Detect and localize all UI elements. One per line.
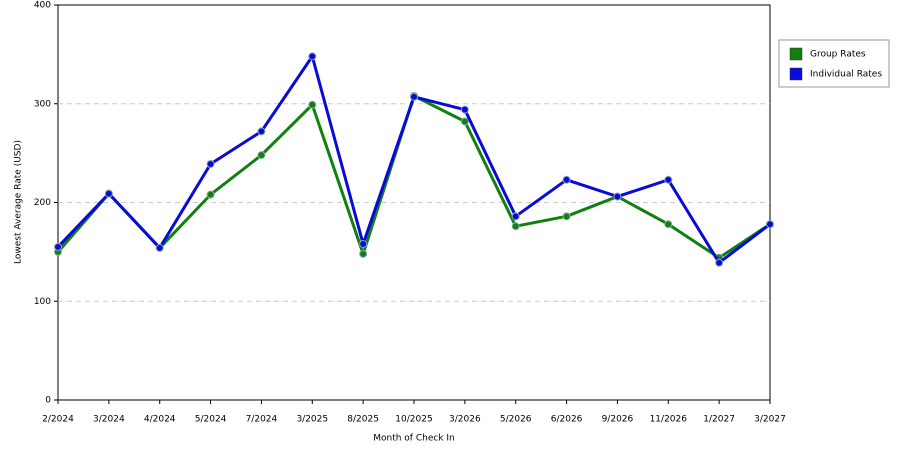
x-tick-label: 11/2026 (650, 415, 688, 425)
x-tick-label: 10/2025 (395, 415, 432, 425)
legend-label: Individual Rates (810, 70, 882, 80)
legend-swatch (789, 47, 803, 61)
point-marker (511, 222, 520, 231)
series-line (56, 54, 771, 265)
point-marker (104, 189, 113, 198)
x-tick-label: 3/2024 (93, 415, 125, 425)
point-marker (715, 258, 724, 267)
point-marker (613, 192, 622, 201)
y-tick-label: 400 (34, 1, 51, 11)
legend-label: Group Rates (810, 50, 866, 60)
x-tick-label: 5/2026 (500, 415, 532, 425)
x-tick-label: 2/2024 (42, 415, 74, 425)
point-marker (664, 175, 673, 184)
point-marker (562, 175, 571, 184)
point-marker (460, 117, 469, 126)
point-marker (308, 100, 317, 109)
x-tick-label: 4/2024 (144, 415, 176, 425)
x-axis-label: Month of Check In (373, 434, 455, 444)
y-axis-label: Lowest Average Rate (USD) (14, 140, 24, 264)
point-marker (206, 159, 215, 168)
point-marker (410, 92, 418, 101)
point-marker (359, 249, 368, 258)
point-marker (664, 220, 673, 229)
point-marker (766, 220, 774, 229)
y-tick-label: 300 (34, 99, 51, 109)
y-tick-label: 100 (34, 297, 51, 307)
x-tick-label: 3/2026 (449, 415, 481, 425)
legend-swatch (789, 67, 803, 81)
x-tick-label: 9/2026 (602, 415, 634, 425)
point-marker (511, 212, 520, 221)
y-tick-label: 0 (45, 396, 51, 406)
point-marker (206, 190, 215, 199)
point-marker (308, 52, 317, 61)
y-tick-label: 200 (34, 198, 51, 208)
x-tick-label: 5/2024 (195, 415, 227, 425)
point-marker (155, 243, 164, 252)
x-tick-label: 7/2024 (246, 415, 278, 425)
x-tick-label: 3/2027 (754, 415, 786, 425)
x-tick-label: 3/2025 (296, 415, 328, 425)
point-marker (54, 242, 62, 251)
point-marker (257, 151, 266, 160)
x-tick-label: 1/2027 (703, 415, 735, 425)
x-tick-label: 6/2026 (551, 415, 583, 425)
point-marker (359, 239, 368, 248)
series-line (56, 94, 771, 260)
point-marker (562, 212, 571, 221)
point-marker (257, 127, 266, 136)
point-marker (460, 105, 469, 114)
x-tick-label: 8/2025 (347, 415, 379, 425)
